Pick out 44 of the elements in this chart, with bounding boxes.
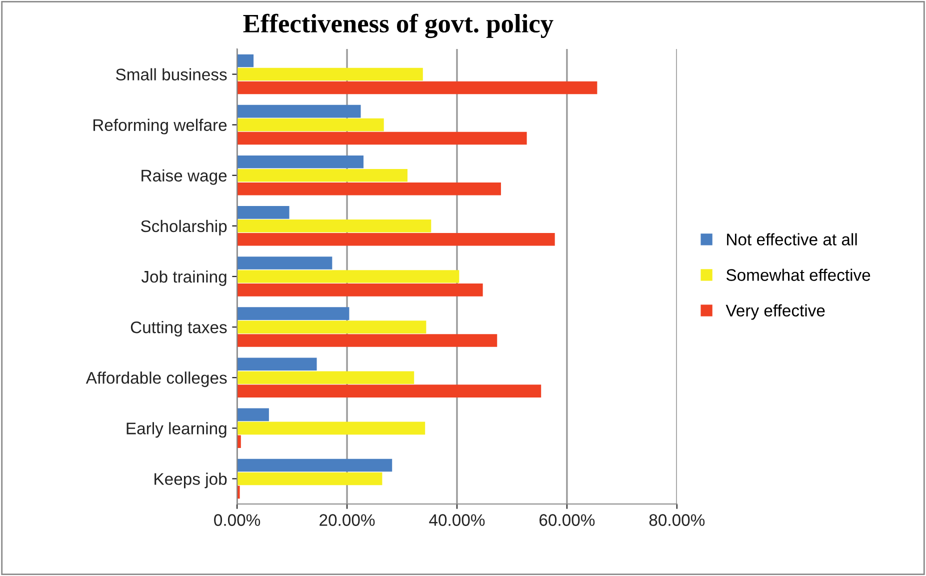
y-tick-label: Scholarship [141, 220, 227, 236]
bar [237, 104, 361, 118]
y-tick-label: Reforming welfare [93, 118, 227, 134]
y-tick-label: Small business [116, 68, 227, 80]
chart-title: Effectiveness of govt. policy [243, 14, 554, 38]
legend-label: Somewhat effective [726, 268, 870, 281]
y-tick-label: Early learning [126, 422, 226, 438]
y-tick-label: Keeps job [154, 472, 227, 488]
bar [237, 155, 364, 168]
y-tick-label: Affordable colleges [86, 372, 227, 388]
bar [237, 256, 332, 270]
bar [237, 54, 254, 68]
x-tick-label: 40.00% [429, 514, 485, 526]
bar [237, 206, 290, 219]
bar [237, 182, 501, 196]
y-tick-label: Raise wage [142, 169, 227, 185]
x-tick-label: 0.00% [214, 514, 260, 526]
bar [237, 132, 527, 145]
x-tick-label: 60.00% [540, 514, 595, 526]
bar [237, 408, 269, 422]
bar [237, 472, 382, 486]
bar [237, 320, 426, 334]
bar [237, 270, 460, 283]
bar [237, 371, 414, 384]
bar [237, 118, 384, 132]
bar [237, 422, 426, 435]
bar [237, 68, 423, 81]
y-tick-label: Cutting taxes [130, 321, 227, 337]
legend-label: Very effective [726, 304, 825, 320]
y-tick-label: Job training [141, 270, 226, 286]
bar [237, 284, 483, 296]
x-tick-label: 80.00% [649, 514, 705, 526]
bar [237, 307, 350, 320]
bar [237, 334, 498, 347]
bar [237, 358, 317, 371]
bar [237, 233, 555, 246]
x-tick-label: 20.00% [320, 514, 375, 526]
bar [237, 81, 598, 94]
bar [237, 220, 432, 232]
legend-label: Not effective at all [727, 233, 857, 246]
bar [237, 435, 241, 448]
bar [237, 458, 392, 472]
bar [237, 384, 542, 398]
bar [237, 168, 408, 182]
